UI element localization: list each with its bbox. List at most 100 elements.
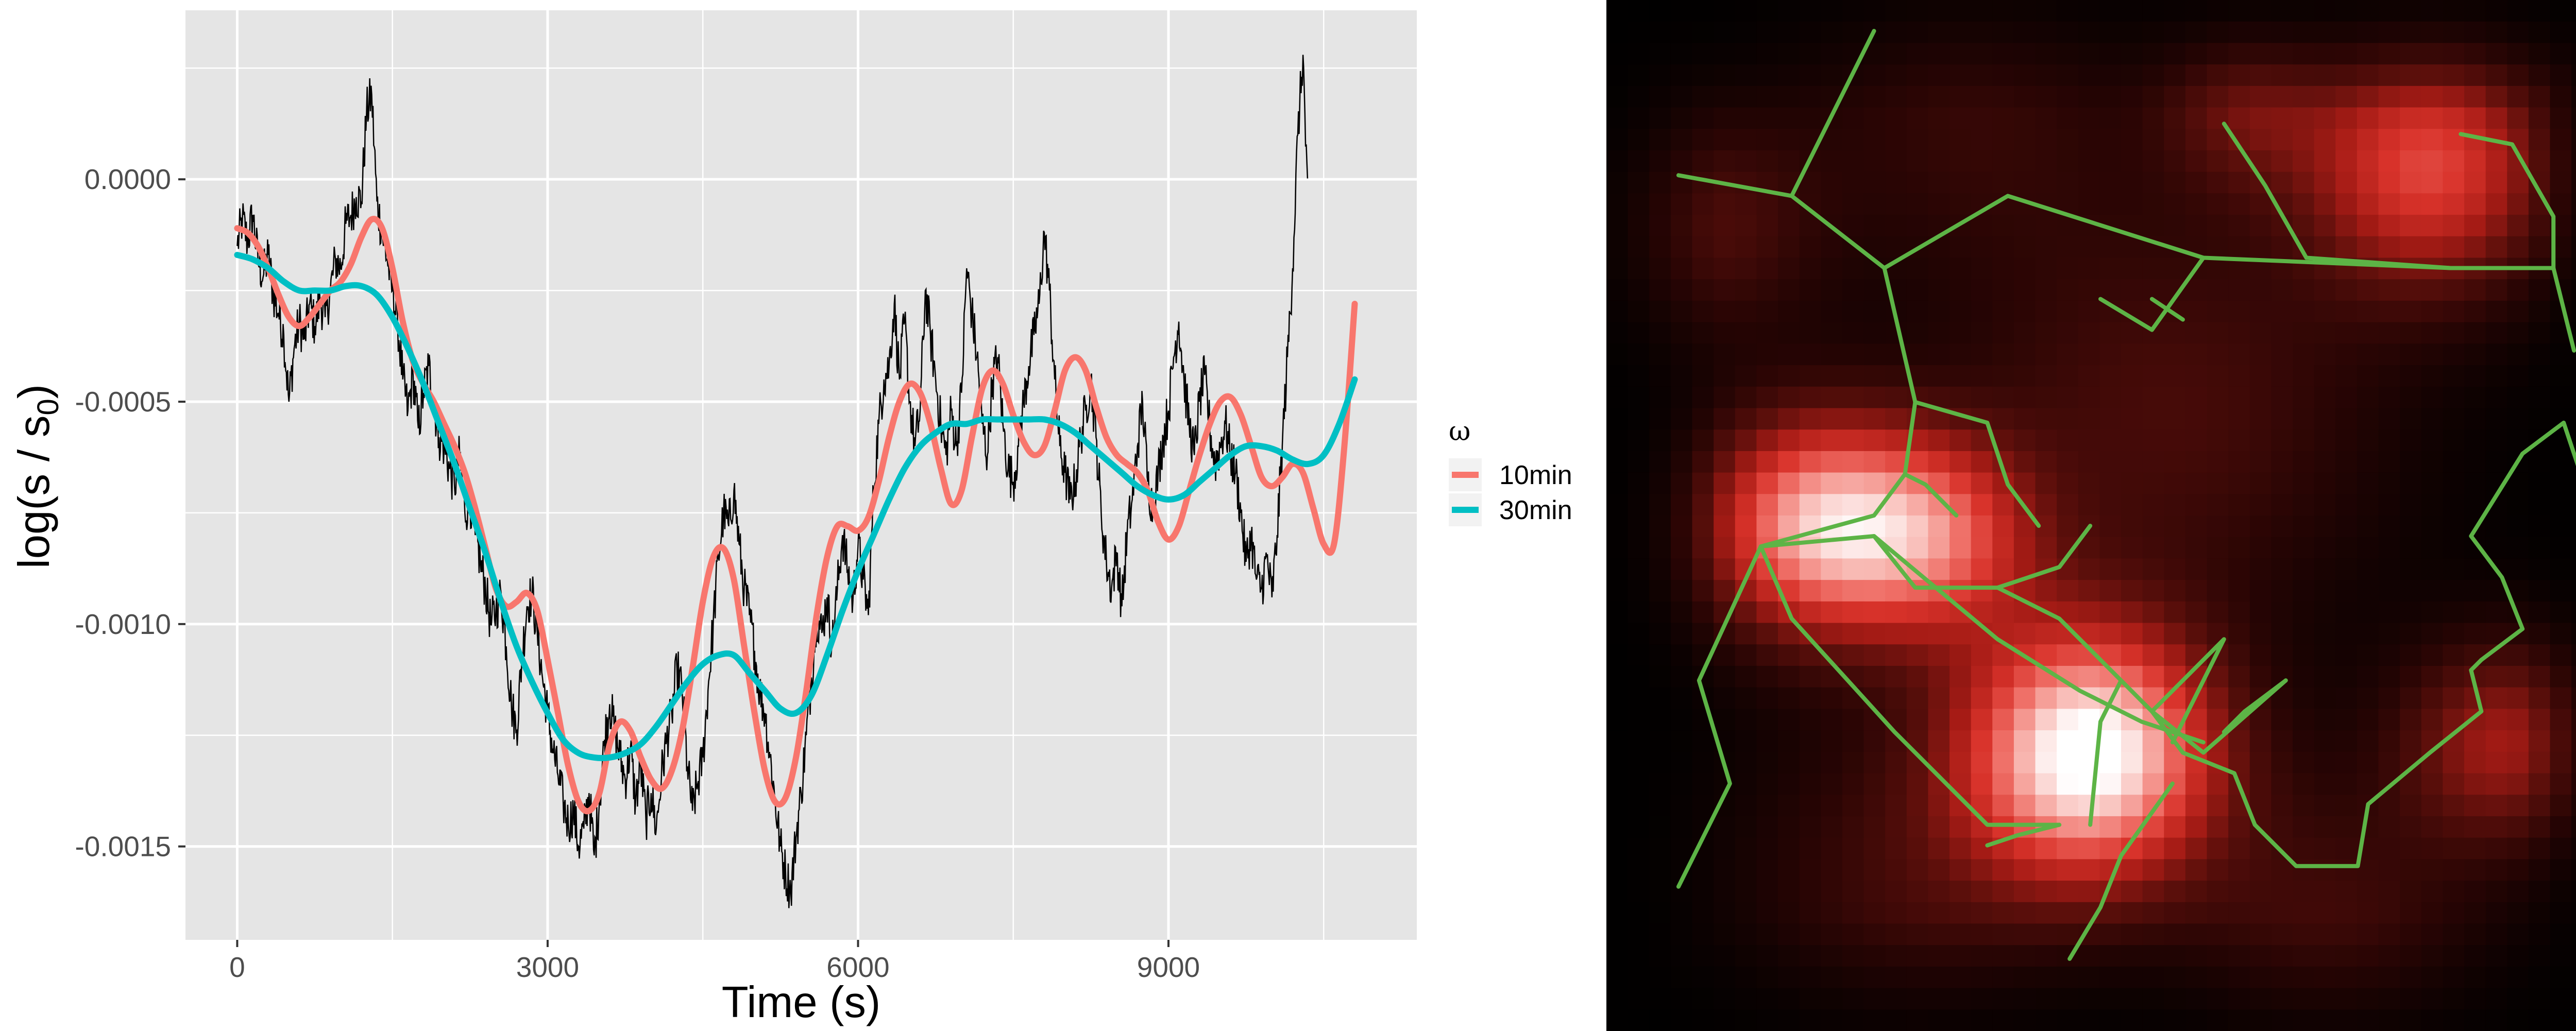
heatmap-cell xyxy=(1950,859,1972,881)
heatmap-cell xyxy=(2228,644,2250,666)
heatmap-cell xyxy=(2421,85,2443,108)
heatmap-cell xyxy=(1692,623,1714,645)
heatmap-cell xyxy=(1756,343,1778,366)
heatmap-cell xyxy=(1778,881,1800,903)
heatmap-cell xyxy=(2249,0,2272,22)
heatmap-cell xyxy=(1842,365,1865,387)
heatmap-cell xyxy=(2443,601,2465,624)
heatmap-cell xyxy=(2164,1009,2186,1031)
heatmap-cell xyxy=(2207,21,2229,44)
heatmap-cell xyxy=(2443,343,2465,366)
grid-lines xyxy=(185,10,1417,940)
heatmap-cell xyxy=(1649,859,1671,881)
heatmap-cell xyxy=(2035,150,2057,173)
heatmap-cell xyxy=(1606,85,1629,108)
heatmap-cell xyxy=(1928,923,1950,946)
heatmap-cell xyxy=(1885,516,1907,538)
heatmap-cell xyxy=(2357,923,2379,946)
heatmap-cell xyxy=(1649,966,1671,989)
heatmap-cell xyxy=(2207,988,2229,1010)
heatmap-cell xyxy=(2185,795,2208,817)
heatmap-cell xyxy=(1606,386,1629,409)
heatmap-cell xyxy=(2057,129,2079,151)
heatmap-cell xyxy=(2013,257,2036,280)
heatmap-cell xyxy=(2164,537,2186,559)
heatmap-cell xyxy=(2464,429,2486,452)
heatmap-cell xyxy=(1906,601,1928,624)
heatmap-cell xyxy=(2293,601,2315,624)
heatmap-cell xyxy=(1842,709,1865,731)
heatmap-cell xyxy=(2378,322,2400,344)
heatmap-cell xyxy=(1928,795,1950,817)
heatmap-cell xyxy=(1885,171,1907,194)
heatmap-cell xyxy=(2378,816,2400,838)
network-edge xyxy=(1995,586,2185,755)
heatmap-cell xyxy=(1885,751,1907,774)
heatmap-cell xyxy=(1714,709,1736,731)
heatmap-cell xyxy=(1821,730,1843,752)
heatmap-cell xyxy=(2271,365,2293,387)
heatmap-cell xyxy=(2571,64,2576,87)
heatmap-cell xyxy=(2078,150,2100,173)
heatmap-cell xyxy=(2228,558,2250,580)
heatmap-cell xyxy=(2314,601,2336,624)
heatmap-cell xyxy=(2571,644,2576,666)
heatmap-cell xyxy=(2121,773,2143,795)
heatmap-cell xyxy=(2485,279,2507,301)
heatmap-cell xyxy=(1756,215,1778,237)
heatmap-cell xyxy=(1628,837,1650,860)
heatmap-cell xyxy=(2421,107,2443,129)
heatmap-cell xyxy=(1735,236,1757,259)
heatmap-cell xyxy=(1628,1009,1650,1031)
network-edge xyxy=(2149,637,2226,745)
heatmap-cell xyxy=(1950,429,1972,452)
heatmap-cell xyxy=(1821,945,1843,967)
heatmap-cell xyxy=(2249,408,2272,430)
heatmap-cell xyxy=(2228,580,2250,602)
heatmap-cell xyxy=(1735,129,1757,151)
heatmap-cell xyxy=(1649,881,1671,903)
heatmap-cell xyxy=(1692,451,1714,473)
heatmap-cell xyxy=(1950,537,1972,559)
heatmap-cell xyxy=(2185,85,2208,108)
heatmap-cell xyxy=(2185,451,2208,473)
heatmap-cell xyxy=(1628,709,1650,731)
heatmap-cell xyxy=(2314,537,2336,559)
heatmap-cell xyxy=(1692,494,1714,516)
heatmap-cell xyxy=(2078,386,2100,409)
heatmap-cell xyxy=(2485,730,2507,752)
heatmap-cell xyxy=(1756,64,1778,87)
heatmap-cell xyxy=(1735,945,1757,967)
heatmap-cell xyxy=(2207,343,2229,366)
heatmap-cell xyxy=(1692,537,1714,559)
heatmap-cell xyxy=(1606,623,1629,645)
heatmap-cell xyxy=(2464,816,2486,838)
heatmap-cell xyxy=(1906,85,1928,108)
heatmap-cell xyxy=(2293,773,2315,795)
heatmap-cell xyxy=(2443,300,2465,323)
heatmap-cell xyxy=(2571,751,2576,774)
heatmap-cell xyxy=(2035,257,2057,280)
network-edge xyxy=(2222,122,2453,270)
heatmap-cell xyxy=(1971,472,1993,494)
heatmap-cell xyxy=(2142,107,2164,129)
heatmap-cell xyxy=(2400,1009,2422,1031)
heatmap-cell xyxy=(1735,1009,1757,1031)
heatmap-cell xyxy=(2550,623,2572,645)
heatmap-cell xyxy=(2485,881,2507,903)
heatmap-cell xyxy=(1906,257,1928,280)
heatmap-cell xyxy=(1928,300,1950,323)
heatmap-cell xyxy=(1971,365,1993,387)
heatmap-cell xyxy=(2271,923,2293,946)
heatmap-cell xyxy=(2464,923,2486,946)
heatmap-cell xyxy=(1756,300,1778,323)
heatmap-cell xyxy=(1928,322,1950,344)
heatmap-cell xyxy=(2035,859,2057,881)
heatmap-cell xyxy=(1606,751,1629,774)
heatmap-cell xyxy=(2464,623,2486,645)
heatmap-cell xyxy=(2228,171,2250,194)
heatmap-cell xyxy=(2400,365,2422,387)
heatmap-cell xyxy=(2057,43,2079,65)
heatmap-cell xyxy=(1821,365,1843,387)
heatmap-cell xyxy=(2550,665,2572,688)
